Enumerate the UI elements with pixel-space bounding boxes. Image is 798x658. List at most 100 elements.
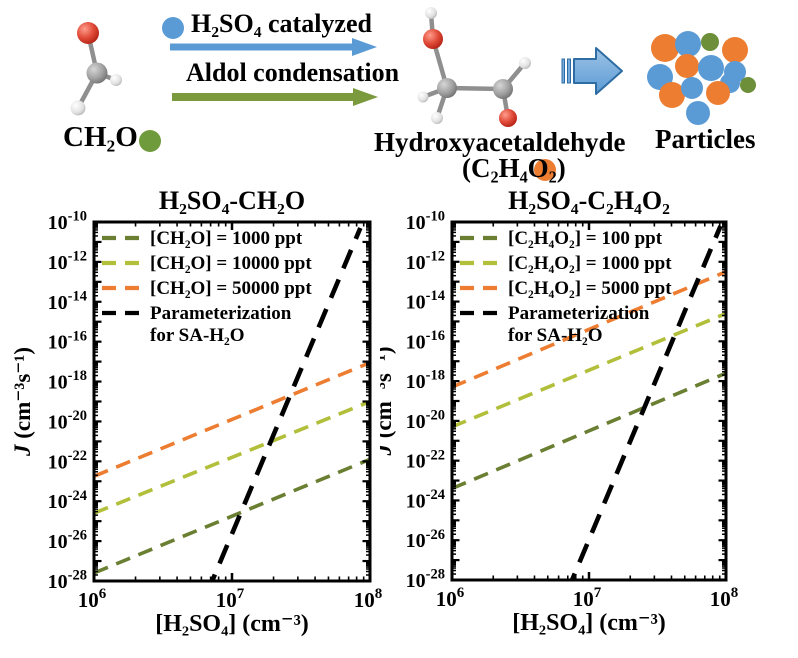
x-tick-label: 108 (354, 586, 383, 612)
y-tick-label: 10-24 (406, 487, 445, 512)
legend-label: [C₂H₄O₂] = 100 ppt (508, 228, 663, 249)
h-atom (70, 100, 86, 116)
y-tick-label: 10-28 (406, 567, 445, 592)
ch2o-molecule (70, 22, 122, 116)
y-tick-label: 10-24 (48, 488, 87, 513)
h-atom (431, 112, 443, 124)
block-arrow-body (573, 47, 623, 95)
y-tick-label: 10-26 (406, 527, 445, 552)
c2h4o2-label: (C₂H₄O₂) (462, 153, 566, 183)
legend-label: Parameterization (508, 303, 650, 324)
blue-arrow-head (352, 38, 377, 56)
y-tick-label: 10-18 (48, 368, 87, 393)
y-tick-label: 10-28 (48, 568, 87, 593)
tick-labels: 106 107 108 10-10 10-12 10-14 10-16 10-18 10-20 1… (406, 209, 739, 611)
legend-label-line2: for SA-H₂O (508, 325, 603, 346)
legend: [CH₂O] = 1000 ppt [CH₂O] = 10000 ppt [CH₂O… (102, 228, 312, 346)
c2h4o2-dot (534, 159, 556, 181)
o-atom (499, 109, 517, 127)
hydroxyacetaldehyde-label: Hydroxyacetaldehyde (374, 127, 626, 157)
legend-label-line2: for SA-H₂O (150, 325, 245, 346)
axis-ticks (92, 220, 372, 583)
particle (698, 55, 724, 81)
particle (675, 54, 699, 78)
h2so4-dot (162, 17, 184, 39)
axis-ticks (450, 220, 728, 582)
y-axis-label: J (cm⁻³s⁻¹) (10, 347, 35, 457)
series-line-0 (94, 457, 370, 575)
y-tick-label: 10-16 (406, 328, 445, 353)
h-atom (417, 91, 429, 103)
y-tick-label: 10-14 (406, 288, 445, 313)
x-tick-label: 106 (436, 585, 465, 611)
y-tick-label: 10-12 (406, 248, 445, 273)
h2so4-catalyzed-label: H₂SO₄ catalyzed (191, 9, 372, 38)
ch2o-dot (139, 130, 161, 152)
y-tick-label: 10-26 (48, 528, 87, 553)
particle (686, 101, 710, 125)
y-tick-label: 10-20 (406, 407, 445, 432)
plot-frame (92, 220, 372, 583)
legend: [C₂H₄O₂] = 100 ppt [C₂H₄O₂] = 1000 ppt [C₂… (460, 228, 672, 346)
legend-label: [CH₂O] = 50000 ppt (150, 278, 312, 299)
h-atom (110, 74, 122, 86)
series-line-3 (569, 225, 723, 580)
series-line-1 (94, 399, 370, 515)
y-tick-label: 10-22 (48, 448, 87, 473)
x-tick-label: 107 (573, 585, 602, 611)
x-tick-label: 108 (710, 585, 739, 611)
ch2o-label: CH₂O (63, 121, 138, 153)
hydroxyacetaldehyde-molecule (417, 7, 531, 127)
legend-label: [C₂H₄O₂] = 1000 ppt (508, 253, 672, 274)
series-line-2 (452, 270, 726, 389)
legend-label: [CH₂O] = 1000 ppt (150, 228, 303, 249)
chart-title: H₂SO₄-CH₂O (159, 186, 305, 215)
particle (740, 77, 756, 93)
y-tick-label: 10-10 (48, 209, 87, 234)
h2so4-catalyzed-arrow (170, 38, 377, 56)
x-tick-label: 107 (216, 586, 245, 612)
chart-title: H₂SO₄-C₂H₄O₂ (508, 186, 670, 215)
y-tick-label: 10-14 (48, 288, 87, 313)
particle (659, 82, 685, 108)
series-line-2 (94, 360, 370, 478)
y-axis-label: J (cm⁻³s⁻¹) (380, 347, 396, 457)
series-line-3 (209, 227, 363, 581)
plot-frame (450, 220, 728, 582)
particle (681, 77, 703, 99)
particle-cluster (647, 31, 756, 125)
aldol-condensation-arrow (172, 88, 378, 106)
chart-h2so4-ch2o: 106 107 108 10-10 10-12 10-14 10-16 10-18 10-20 1… (10, 186, 383, 637)
series-lines (452, 225, 726, 580)
block-arrow-stripe (561, 58, 565, 84)
c-atom (493, 79, 513, 99)
chart-h2so4-c2h4o2: 106 107 108 10-10 10-12 10-14 10-16 10-18 10-20 1… (380, 186, 739, 636)
particle (722, 37, 748, 63)
legend-label: [CH₂O] = 10000 ppt (150, 253, 312, 274)
x-axis-label: [H₂SO₄] (cm⁻³) (512, 610, 666, 636)
to-particles-block-arrow (561, 47, 623, 95)
x-tick-label: 106 (78, 586, 107, 612)
green-arrow-head (353, 88, 378, 106)
particles-label: Particles (655, 124, 756, 154)
series-lines (94, 227, 370, 581)
h-atom (519, 57, 531, 69)
tick-labels: 106 107 108 10-10 10-12 10-14 10-16 10-18 10-20 1… (48, 209, 383, 612)
particle (675, 31, 701, 57)
h-atom (425, 7, 437, 19)
o-atom (423, 29, 443, 49)
particle (701, 33, 719, 51)
x-axis-label: [H₂SO₄] (cm⁻³) (155, 611, 309, 637)
y-tick-label: 10-20 (48, 408, 87, 433)
c-atom (86, 62, 108, 84)
series-line-1 (452, 311, 726, 429)
block-arrow-stripe (567, 58, 571, 84)
c-atom (437, 78, 457, 98)
y-tick-label: 10-18 (406, 368, 445, 393)
o-atom (77, 22, 99, 44)
aldol-condensation-label: Aldol condensation (186, 58, 400, 87)
y-tick-label: 10-22 (406, 447, 445, 472)
reaction-scheme (70, 7, 756, 181)
series-line-0 (452, 371, 726, 491)
